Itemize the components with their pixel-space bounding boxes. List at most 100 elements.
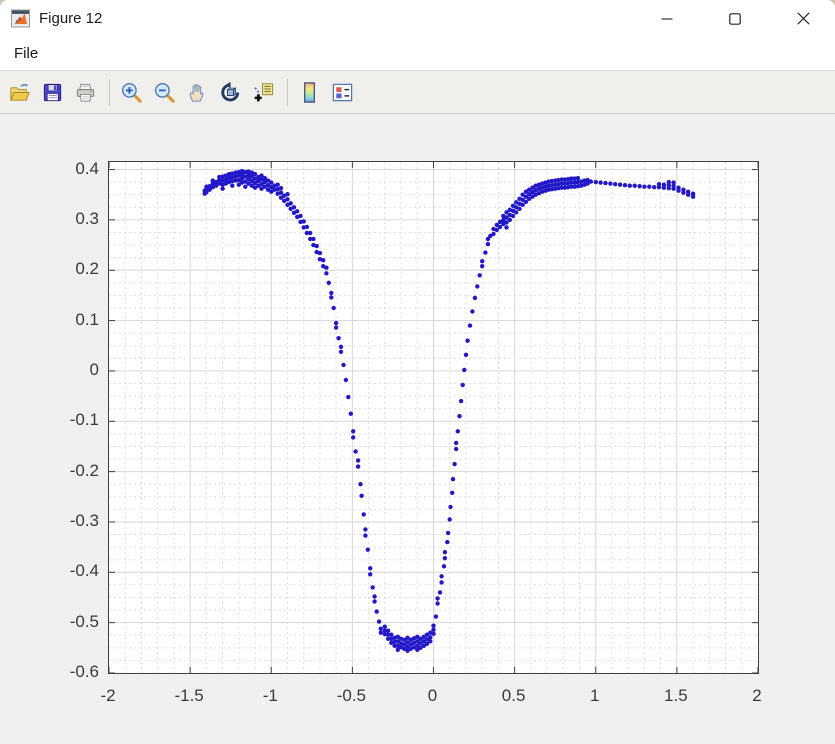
data-point bbox=[223, 181, 228, 186]
data-point bbox=[249, 174, 254, 179]
data-point bbox=[355, 464, 361, 469]
data-point bbox=[275, 187, 280, 192]
data-point bbox=[348, 411, 353, 416]
data-point bbox=[483, 250, 488, 255]
data-point bbox=[402, 642, 407, 647]
data-point bbox=[463, 352, 469, 357]
data-point bbox=[523, 194, 529, 199]
print-button[interactable] bbox=[70, 77, 100, 107]
data-point bbox=[507, 217, 512, 223]
data-point bbox=[370, 585, 375, 590]
data-point bbox=[230, 171, 235, 176]
data-point bbox=[385, 636, 391, 641]
data-point bbox=[338, 344, 344, 349]
data-point bbox=[520, 197, 525, 202]
menu-bar: File bbox=[0, 37, 835, 71]
data-point bbox=[259, 186, 264, 191]
data-point bbox=[608, 181, 613, 186]
data-point bbox=[278, 186, 284, 191]
data-point bbox=[217, 181, 222, 186]
x-tick-label: -2 bbox=[100, 686, 116, 705]
data-point bbox=[395, 634, 400, 639]
zoom-in-button[interactable] bbox=[116, 77, 146, 107]
data-point bbox=[239, 168, 245, 174]
data-point bbox=[598, 180, 603, 185]
rotate-3d-button[interactable] bbox=[215, 77, 245, 107]
data-point bbox=[681, 187, 686, 192]
data-point bbox=[343, 377, 349, 383]
data-point bbox=[556, 182, 561, 187]
data-point bbox=[527, 196, 532, 201]
data-point bbox=[336, 336, 341, 341]
data-point bbox=[428, 635, 433, 640]
data-point bbox=[389, 636, 394, 641]
data-point bbox=[324, 265, 329, 270]
data-point bbox=[520, 202, 525, 207]
data-point bbox=[230, 174, 235, 180]
data-point bbox=[265, 183, 271, 188]
data-point bbox=[424, 632, 430, 637]
data-point bbox=[363, 527, 368, 532]
data-point bbox=[365, 547, 370, 552]
insert-colorbar-button[interactable] bbox=[294, 77, 324, 107]
data-point bbox=[431, 623, 436, 628]
title-bar: Figure 12 bbox=[0, 0, 835, 37]
data-cursor-button[interactable] bbox=[248, 77, 278, 107]
data-point bbox=[243, 184, 248, 189]
data-point bbox=[252, 171, 258, 177]
data-point bbox=[527, 192, 532, 197]
data-point bbox=[405, 635, 410, 640]
data-point bbox=[418, 641, 423, 646]
data-point bbox=[239, 176, 245, 181]
data-point bbox=[346, 394, 351, 400]
y-tick-label: 0.4 bbox=[75, 158, 99, 178]
data-point bbox=[472, 295, 478, 301]
data-point bbox=[353, 449, 358, 454]
data-point bbox=[372, 594, 377, 599]
data-point bbox=[441, 564, 447, 569]
menu-file[interactable]: File bbox=[14, 45, 39, 62]
close-button[interactable] bbox=[780, 0, 826, 37]
data-point bbox=[530, 190, 535, 195]
data-point bbox=[569, 176, 574, 181]
data-point bbox=[282, 198, 287, 203]
data-point bbox=[269, 189, 274, 194]
data-point bbox=[448, 504, 453, 510]
axes-plot-area[interactable] bbox=[108, 161, 759, 674]
data-point bbox=[311, 242, 316, 248]
x-tick-label: -1.5 bbox=[174, 686, 204, 705]
pan-hand-icon bbox=[189, 83, 203, 102]
data-point bbox=[485, 241, 491, 247]
open-button[interactable] bbox=[4, 77, 34, 107]
colorbar-icon bbox=[303, 81, 315, 103]
data-point bbox=[431, 627, 436, 632]
data-point bbox=[207, 187, 212, 192]
minimize-button[interactable] bbox=[644, 0, 690, 37]
maximize-button[interactable] bbox=[712, 0, 758, 37]
data-point bbox=[246, 169, 251, 174]
data-point bbox=[259, 177, 264, 182]
maximize-icon bbox=[729, 12, 741, 25]
data-point bbox=[298, 213, 303, 219]
data-point bbox=[308, 230, 313, 236]
data-point bbox=[395, 643, 400, 648]
data-point bbox=[510, 213, 516, 219]
save-button[interactable] bbox=[37, 77, 67, 107]
y-tick-label: 0.3 bbox=[75, 208, 99, 228]
data-point bbox=[549, 187, 555, 192]
data-point bbox=[363, 533, 368, 538]
data-point bbox=[331, 305, 336, 311]
zoom-out-button[interactable] bbox=[149, 77, 179, 107]
data-point bbox=[389, 632, 394, 637]
data-point bbox=[556, 177, 561, 183]
data-point bbox=[533, 183, 538, 188]
y-tick-label: 0 bbox=[89, 359, 99, 379]
data-point bbox=[454, 446, 459, 452]
data-point bbox=[494, 222, 499, 228]
data-point bbox=[533, 188, 538, 193]
data-point bbox=[517, 206, 522, 211]
pan-button[interactable] bbox=[182, 77, 212, 107]
insert-legend-button[interactable] bbox=[327, 77, 357, 107]
data-point bbox=[230, 178, 235, 184]
data-point bbox=[676, 185, 681, 190]
